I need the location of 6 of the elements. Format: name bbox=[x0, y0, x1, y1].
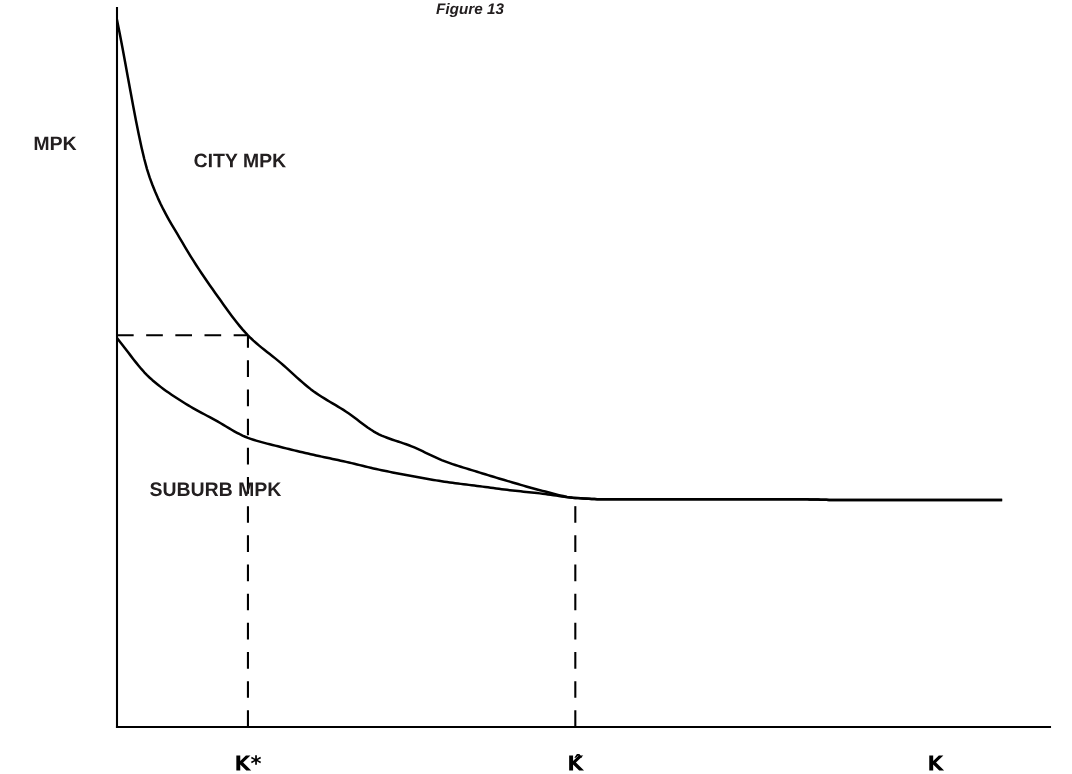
x-tick-label: K̂ bbox=[569, 753, 585, 771]
x-tick-label: K* bbox=[236, 755, 262, 771]
chart-title: Figure 13 bbox=[436, 2, 504, 18]
text: CITY MPK bbox=[194, 153, 286, 168]
x-tick-label: K bbox=[929, 755, 945, 771]
y-axis-title: MPK bbox=[34, 136, 77, 151]
